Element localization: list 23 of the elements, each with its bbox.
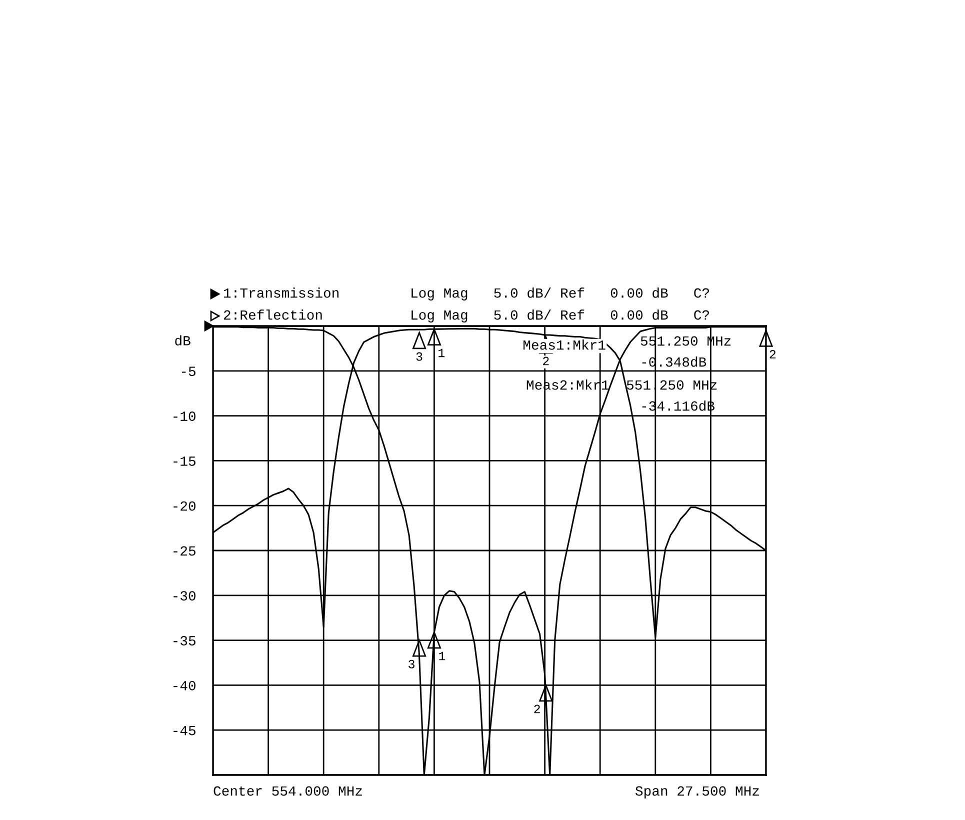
- y-tick-label: -45: [174, 726, 196, 736]
- text: Log Mag 5.0 dB/ Ref 0.00 dB C?: [412, 288, 709, 300]
- legend-label: 1:Transmission: [224, 288, 338, 298]
- legend-label: 2:Reflection: [224, 310, 322, 320]
- y-tick-label: -10: [174, 412, 196, 421]
- y-tick-label: -5: [182, 366, 196, 376]
- text: Span 27.500 MHz: [636, 786, 759, 798]
- annotation: 2: [534, 704, 540, 714]
- text: Log Mag 5.0 dB/ Ref 0.00 dB C?: [412, 310, 709, 322]
- y-tick-label: -40: [174, 680, 196, 690]
- annotation: 3: [408, 660, 414, 668]
- y-axis-title: dB: [175, 335, 190, 346]
- y-tick-label: -20: [174, 501, 196, 511]
- y-tick-label: -15: [174, 456, 196, 466]
- annotation: 2: [543, 356, 549, 366]
- annotation: 3: [416, 352, 422, 361]
- y-tick-label: -25: [174, 546, 196, 556]
- y-tick-label: -30: [174, 591, 196, 601]
- y-tick-label: -35: [174, 636, 196, 646]
- annotation: 1: [438, 348, 445, 358]
- annotation: 1: [439, 652, 446, 660]
- text: Center 554.000 MHz: [214, 786, 362, 796]
- text: 2: [770, 350, 776, 358]
